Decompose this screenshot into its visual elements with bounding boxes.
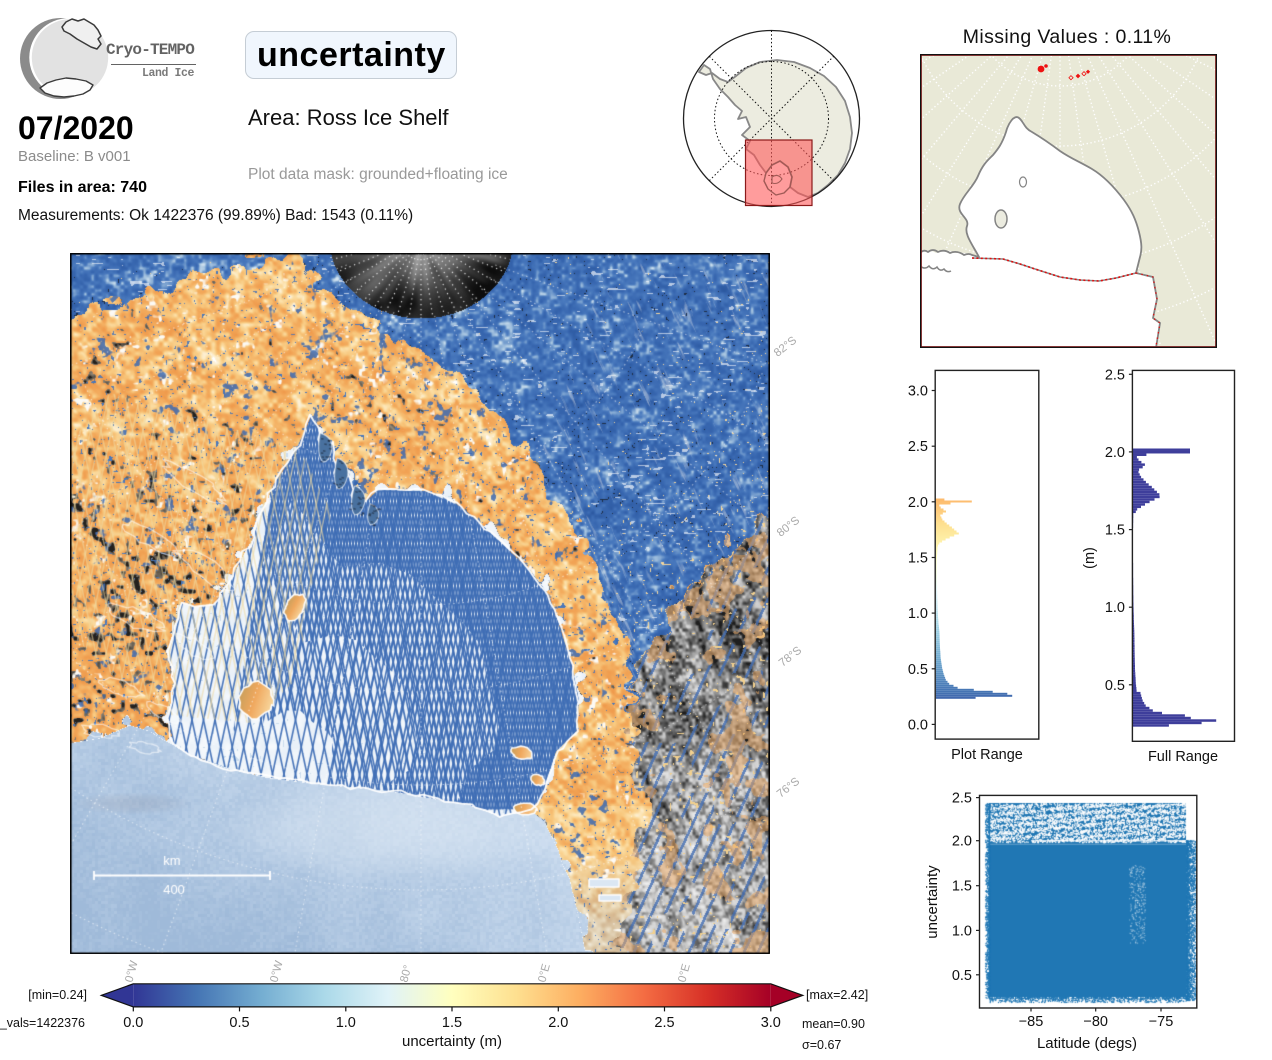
svg-text:0.0: 0.0 bbox=[908, 717, 928, 733]
svg-text:Plot Range: Plot Range bbox=[951, 747, 1023, 763]
svg-text:1.5: 1.5 bbox=[442, 1015, 462, 1031]
svg-text:2.0: 2.0 bbox=[908, 495, 928, 511]
svg-text:1.5: 1.5 bbox=[908, 551, 928, 567]
svg-text:3.0: 3.0 bbox=[908, 384, 928, 400]
svg-text:1.0: 1.0 bbox=[952, 923, 972, 939]
svg-text:2.0: 2.0 bbox=[1105, 445, 1125, 461]
svg-text:0.5: 0.5 bbox=[1105, 678, 1125, 694]
svg-text:2.5: 2.5 bbox=[952, 791, 972, 807]
svg-text:uncertainty: uncertainty bbox=[924, 865, 941, 939]
svg-text:1.0: 1.0 bbox=[1105, 600, 1125, 616]
svg-text:1.0: 1.0 bbox=[336, 1015, 356, 1031]
svg-text:2.0: 2.0 bbox=[952, 834, 972, 850]
svg-text:−80: −80 bbox=[1083, 1014, 1108, 1030]
svg-text:1.0: 1.0 bbox=[908, 606, 928, 622]
svg-text:3.0: 3.0 bbox=[761, 1015, 781, 1031]
svg-text:0.5: 0.5 bbox=[952, 968, 972, 984]
svg-text:−85: −85 bbox=[1019, 1014, 1044, 1030]
svg-text:1.5: 1.5 bbox=[1105, 523, 1125, 539]
svg-text:Full Range: Full Range bbox=[1148, 749, 1218, 765]
svg-text:(m): (m) bbox=[1082, 547, 1098, 569]
svg-text:uncertainty (m): uncertainty (m) bbox=[402, 1033, 502, 1050]
svg-text:0.5: 0.5 bbox=[908, 662, 928, 678]
svg-text:1.5: 1.5 bbox=[952, 879, 972, 895]
svg-text:2.5: 2.5 bbox=[654, 1015, 674, 1031]
svg-text:0.5: 0.5 bbox=[229, 1015, 249, 1031]
svg-text:2.5: 2.5 bbox=[908, 439, 928, 455]
svg-text:Latitude (degs): Latitude (degs) bbox=[1037, 1035, 1137, 1052]
svg-text:2.5: 2.5 bbox=[1105, 367, 1125, 383]
svg-text:2.0: 2.0 bbox=[548, 1015, 568, 1031]
svg-text:−75: −75 bbox=[1149, 1014, 1174, 1030]
svg-text:0.0: 0.0 bbox=[123, 1015, 143, 1031]
